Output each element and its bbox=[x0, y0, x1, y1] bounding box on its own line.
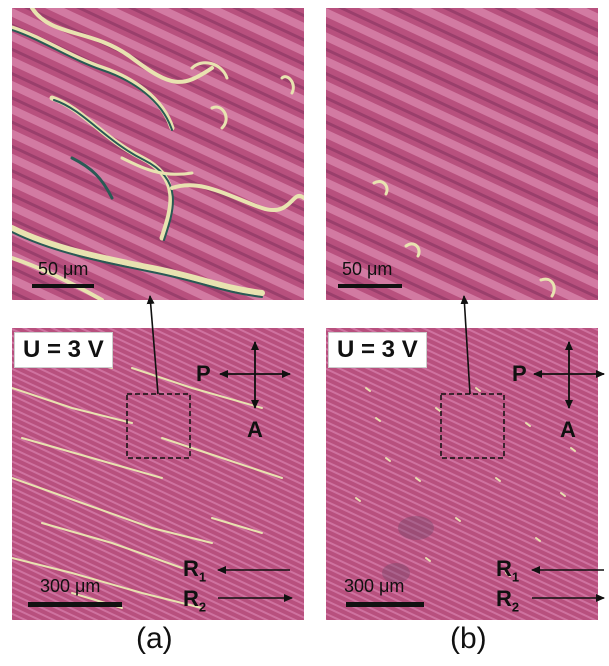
panel-b-r1-label: R1 bbox=[496, 556, 520, 585]
panel-a-zoom-scale-label: 50 μm bbox=[38, 259, 89, 279]
panel-a-zoom-texture bbox=[12, 8, 304, 300]
panel-b-zoom-image: 50 μm bbox=[326, 8, 598, 300]
panel-a-wide-scale-bar bbox=[28, 602, 122, 607]
panel-a-wide-image: 300 μm bbox=[12, 328, 304, 620]
panel-b-zoom-scale-label: 50 μm bbox=[342, 259, 393, 279]
panel-b-voltage-label: U = 3 V bbox=[328, 332, 427, 368]
panel-b-wide-texture bbox=[326, 328, 598, 620]
panel-b-caption: (b) bbox=[450, 622, 487, 655]
panel-b-wide-scale-bar bbox=[346, 602, 424, 607]
panel-a-analyzer-label: A bbox=[247, 417, 263, 442]
panel-b-wide-scale-label: 300 μm bbox=[344, 576, 405, 596]
panel-b-wide-image: 300 μm bbox=[326, 328, 598, 620]
panel-a-zoom-scale-bar bbox=[32, 284, 94, 288]
panel-b-zoom-texture bbox=[326, 8, 598, 300]
panel-a-voltage-label: U = 3 V bbox=[14, 332, 113, 368]
panel-a-caption: (a) bbox=[136, 622, 173, 655]
panel-a-r1-label: R1 bbox=[183, 556, 207, 585]
panel-a-wide-scale-label: 300 μm bbox=[40, 576, 101, 596]
panel-b-analyzer-label: A bbox=[560, 417, 576, 442]
panel-a-polarizer-label: P bbox=[196, 361, 211, 386]
panel-b-polarizer-label: P bbox=[512, 361, 527, 386]
panel-a-r2-label: R2 bbox=[183, 586, 207, 615]
panel-b-zoom-scale-bar bbox=[338, 284, 402, 288]
panel-a-zoom-image: 50 μm bbox=[12, 8, 304, 300]
panel-b-r2-label: R2 bbox=[496, 586, 520, 615]
